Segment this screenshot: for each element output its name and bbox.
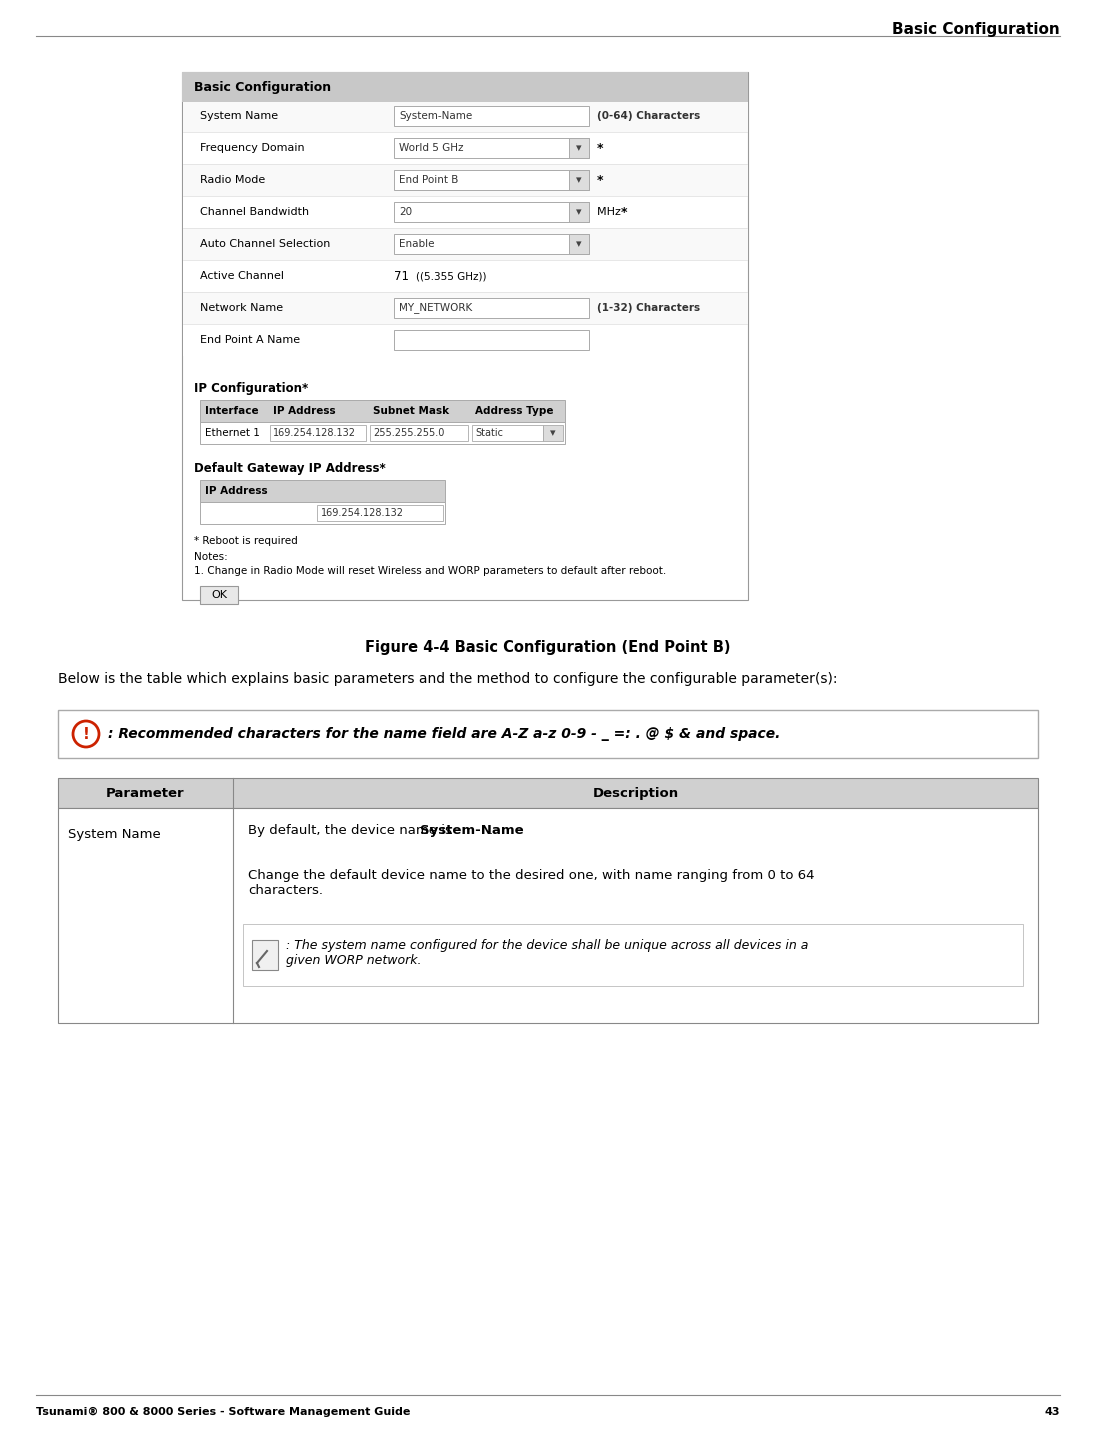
Text: !: ! <box>82 726 90 742</box>
Text: 255.255.255.0: 255.255.255.0 <box>373 429 444 439</box>
Text: *: * <box>597 173 604 187</box>
Text: Parameter: Parameter <box>106 786 185 799</box>
Bar <box>183 292 747 324</box>
Text: Figure 4-4 Basic Configuration (End Point B): Figure 4-4 Basic Configuration (End Poin… <box>365 640 731 654</box>
Bar <box>393 106 589 126</box>
Bar <box>199 586 238 604</box>
Bar <box>569 139 589 159</box>
Bar <box>182 71 747 101</box>
Bar <box>183 324 747 356</box>
Text: System Name: System Name <box>199 111 278 121</box>
Text: Address Type: Address Type <box>475 406 553 416</box>
Bar <box>393 170 589 190</box>
Bar <box>393 201 589 221</box>
Text: Change the default device name to the desired one, with name ranging from 0 to 6: Change the default device name to the de… <box>248 869 814 897</box>
Text: System-Name: System-Name <box>399 111 472 121</box>
Text: (0-64) Characters: (0-64) Characters <box>597 111 700 121</box>
Bar <box>183 100 747 131</box>
Text: Enable: Enable <box>399 239 434 249</box>
Bar <box>270 424 366 442</box>
Bar <box>182 71 747 600</box>
Text: 169.254.128.132: 169.254.128.132 <box>273 429 356 439</box>
Bar <box>393 234 589 254</box>
Text: IP Address: IP Address <box>205 486 267 496</box>
Bar <box>569 234 589 254</box>
Text: World 5 GHz: World 5 GHz <box>399 143 464 153</box>
Text: : The system name configured for the device shall be unique across all devices i: : The system name configured for the dev… <box>286 939 809 967</box>
Bar <box>393 330 589 350</box>
Bar <box>317 504 443 522</box>
Text: ▾: ▾ <box>576 174 582 184</box>
Text: Basic Configuration: Basic Configuration <box>194 80 331 93</box>
Text: 1. Change in Radio Mode will reset Wireless and WORP parameters to default after: 1. Change in Radio Mode will reset Wirel… <box>194 566 666 576</box>
Bar <box>393 299 589 319</box>
Text: Auto Channel Selection: Auto Channel Selection <box>199 239 330 249</box>
Bar <box>183 196 747 229</box>
Bar <box>252 940 278 970</box>
Text: Below is the table which explains basic parameters and the method to configure t: Below is the table which explains basic … <box>58 672 837 686</box>
Text: 71: 71 <box>393 270 409 283</box>
Text: Frequency Domain: Frequency Domain <box>199 143 305 153</box>
Text: ▾: ▾ <box>576 239 582 249</box>
Bar <box>58 807 1038 1023</box>
Text: IP Address: IP Address <box>273 406 335 416</box>
Text: (1-32) Characters: (1-32) Characters <box>597 303 700 313</box>
Text: 43: 43 <box>1044 1408 1060 1418</box>
Text: ▾: ▾ <box>576 207 582 217</box>
Text: *: * <box>597 141 604 154</box>
Bar <box>199 502 445 524</box>
Bar <box>569 170 589 190</box>
Bar <box>472 424 543 442</box>
Bar <box>199 422 566 444</box>
Bar <box>543 424 563 442</box>
Text: *: * <box>621 206 628 219</box>
Text: 20: 20 <box>399 207 412 217</box>
Text: 169.254.128.132: 169.254.128.132 <box>321 507 404 517</box>
Bar <box>183 131 747 164</box>
Bar <box>58 777 1038 807</box>
Bar <box>370 424 468 442</box>
Text: End Point B: End Point B <box>399 174 458 184</box>
Bar <box>183 260 747 292</box>
Text: Active Channel: Active Channel <box>199 272 284 282</box>
Text: Default Gateway IP Address*: Default Gateway IP Address* <box>194 462 386 474</box>
Text: End Point A Name: End Point A Name <box>199 334 300 344</box>
Text: .: . <box>488 825 492 837</box>
Text: * Reboot is required: * Reboot is required <box>194 536 298 546</box>
Bar <box>243 925 1023 986</box>
Bar <box>199 400 566 422</box>
Text: Radio Mode: Radio Mode <box>199 174 265 184</box>
Text: MHz: MHz <box>597 207 625 217</box>
Text: MY_NETWORK: MY_NETWORK <box>399 303 472 313</box>
Text: : Recommended characters for the name field are A-Z a-z 0-9 - _ =: . @ $ & and s: : Recommended characters for the name fi… <box>109 727 780 742</box>
Text: Description: Description <box>593 786 678 799</box>
Text: Network Name: Network Name <box>199 303 283 313</box>
Text: Basic Configuration: Basic Configuration <box>892 21 1060 37</box>
Text: OK: OK <box>212 590 227 600</box>
Text: Channel Bandwidth: Channel Bandwidth <box>199 207 309 217</box>
Bar <box>183 229 747 260</box>
Text: Ethernet 1: Ethernet 1 <box>205 429 260 439</box>
Bar <box>393 139 589 159</box>
Text: ▾: ▾ <box>576 143 582 153</box>
Bar <box>58 710 1038 757</box>
Text: By default, the device name is: By default, the device name is <box>248 825 456 837</box>
Text: IP Configuration*: IP Configuration* <box>194 382 308 394</box>
Text: Notes:: Notes: <box>194 552 228 562</box>
Text: System-Name: System-Name <box>420 825 524 837</box>
Bar <box>199 480 445 502</box>
Bar <box>183 164 747 196</box>
Text: Subnet Mask: Subnet Mask <box>373 406 449 416</box>
Text: Interface: Interface <box>205 406 259 416</box>
Text: Tsunami® 800 & 8000 Series - Software Management Guide: Tsunami® 800 & 8000 Series - Software Ma… <box>36 1408 410 1418</box>
Text: System Name: System Name <box>68 827 161 842</box>
Text: ((5.355 GHz)): ((5.355 GHz)) <box>416 272 487 282</box>
Bar <box>569 201 589 221</box>
Text: Static: Static <box>475 429 503 439</box>
Text: ▾: ▾ <box>550 429 556 439</box>
